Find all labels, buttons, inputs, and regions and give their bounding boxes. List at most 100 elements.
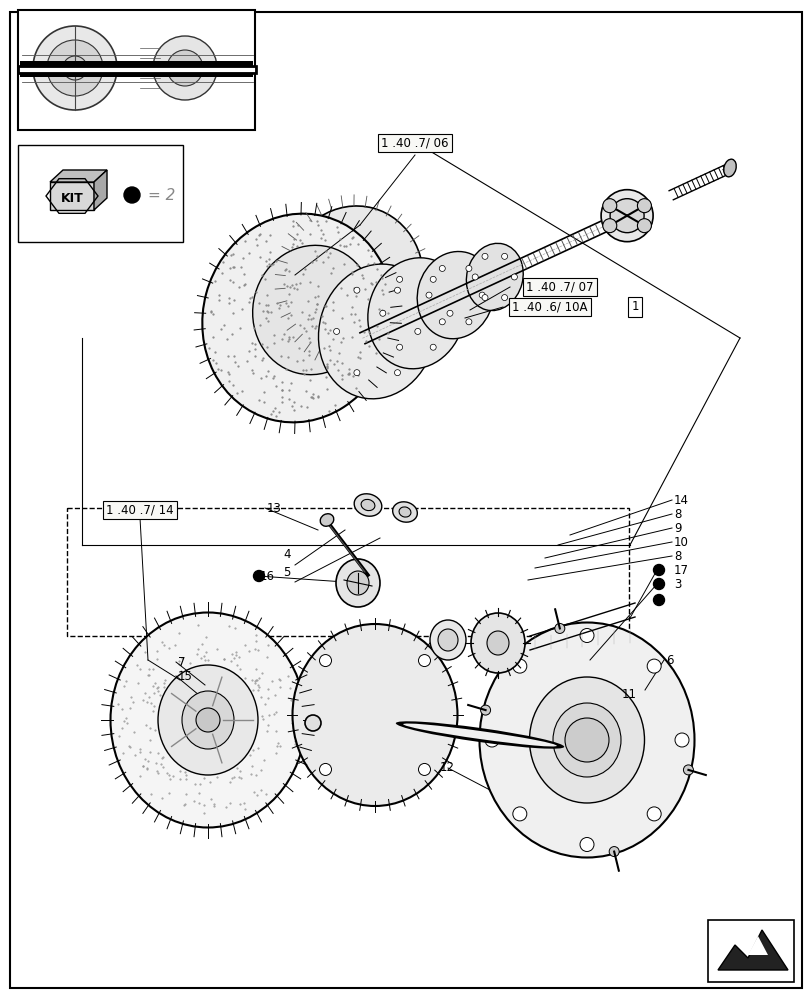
Ellipse shape: [318, 264, 436, 399]
Ellipse shape: [470, 613, 525, 673]
Circle shape: [482, 253, 487, 259]
Circle shape: [33, 26, 117, 110]
Ellipse shape: [361, 499, 375, 511]
Ellipse shape: [552, 703, 620, 777]
Circle shape: [466, 319, 471, 325]
Text: 15: 15: [178, 670, 193, 682]
Circle shape: [472, 274, 478, 280]
Circle shape: [478, 292, 485, 298]
Text: 12: 12: [440, 761, 454, 774]
Ellipse shape: [320, 514, 333, 526]
Text: 8: 8: [673, 508, 680, 520]
Ellipse shape: [292, 624, 457, 806]
Circle shape: [637, 219, 650, 233]
Text: 10: 10: [673, 536, 688, 548]
Circle shape: [646, 659, 660, 673]
Text: 3: 3: [673, 578, 680, 590]
Ellipse shape: [600, 190, 652, 242]
Circle shape: [554, 623, 564, 633]
Circle shape: [305, 715, 320, 731]
Circle shape: [253, 570, 264, 582]
Circle shape: [47, 40, 103, 96]
Text: 17: 17: [673, 564, 689, 576]
Circle shape: [482, 295, 487, 301]
Circle shape: [564, 718, 608, 762]
Polygon shape: [50, 170, 107, 182]
Circle shape: [466, 265, 471, 271]
Text: 1 .40 .7/ 06: 1 .40 .7/ 06: [381, 137, 448, 150]
Ellipse shape: [395, 721, 564, 749]
Circle shape: [653, 578, 663, 589]
Ellipse shape: [182, 691, 234, 749]
Circle shape: [501, 253, 507, 259]
Circle shape: [430, 276, 436, 282]
Text: 14: 14: [673, 493, 689, 506]
Circle shape: [513, 807, 526, 821]
Circle shape: [333, 328, 339, 334]
Ellipse shape: [354, 494, 381, 516]
Circle shape: [396, 344, 402, 350]
Ellipse shape: [282, 206, 423, 360]
Circle shape: [674, 733, 689, 747]
Circle shape: [579, 837, 594, 851]
Ellipse shape: [158, 665, 258, 775]
Circle shape: [430, 344, 436, 350]
Circle shape: [426, 292, 431, 298]
Circle shape: [579, 629, 594, 643]
Ellipse shape: [336, 559, 380, 607]
Text: 4: 4: [283, 548, 290, 562]
Text: 13: 13: [267, 502, 281, 514]
Ellipse shape: [346, 571, 368, 595]
Text: 16: 16: [260, 570, 275, 582]
Ellipse shape: [479, 622, 693, 857]
Circle shape: [602, 199, 616, 213]
Circle shape: [653, 564, 663, 576]
Polygon shape: [747, 936, 767, 955]
Bar: [707, 920, 793, 982]
Text: 8: 8: [673, 550, 680, 562]
Circle shape: [319, 763, 331, 775]
Ellipse shape: [609, 199, 643, 233]
Bar: [67, 508, 629, 636]
Text: 6: 6: [665, 654, 672, 666]
Circle shape: [501, 295, 507, 301]
Bar: [20, 61, 253, 77]
Ellipse shape: [529, 677, 644, 803]
Ellipse shape: [417, 251, 493, 339]
Ellipse shape: [466, 243, 522, 311]
Text: 7: 7: [178, 656, 185, 668]
Circle shape: [396, 276, 402, 282]
Text: 1 .40 .6/ 10A: 1 .40 .6/ 10A: [512, 300, 587, 314]
Circle shape: [394, 287, 400, 293]
Circle shape: [63, 56, 87, 80]
Circle shape: [418, 763, 430, 775]
Ellipse shape: [437, 629, 457, 651]
Bar: [20, 12, 253, 128]
Text: 1: 1: [630, 300, 638, 314]
Text: 11: 11: [621, 688, 636, 700]
Polygon shape: [717, 930, 787, 970]
Polygon shape: [50, 182, 94, 210]
Text: KIT: KIT: [61, 192, 84, 205]
Circle shape: [380, 310, 385, 316]
Circle shape: [446, 310, 453, 316]
Ellipse shape: [202, 214, 393, 422]
Text: 1 .40 .7/ 07: 1 .40 .7/ 07: [526, 280, 593, 294]
Circle shape: [439, 319, 444, 325]
Polygon shape: [94, 170, 107, 210]
Circle shape: [354, 370, 359, 376]
Circle shape: [124, 187, 139, 203]
Bar: [18, 145, 182, 242]
Ellipse shape: [252, 245, 373, 375]
Circle shape: [152, 36, 217, 100]
Ellipse shape: [110, 612, 305, 827]
Circle shape: [653, 594, 663, 605]
Circle shape: [354, 287, 359, 293]
Circle shape: [418, 655, 430, 667]
Circle shape: [683, 765, 693, 775]
Ellipse shape: [487, 631, 508, 655]
Circle shape: [439, 265, 444, 271]
Bar: [18, 10, 255, 130]
Circle shape: [646, 807, 660, 821]
Circle shape: [637, 199, 650, 213]
